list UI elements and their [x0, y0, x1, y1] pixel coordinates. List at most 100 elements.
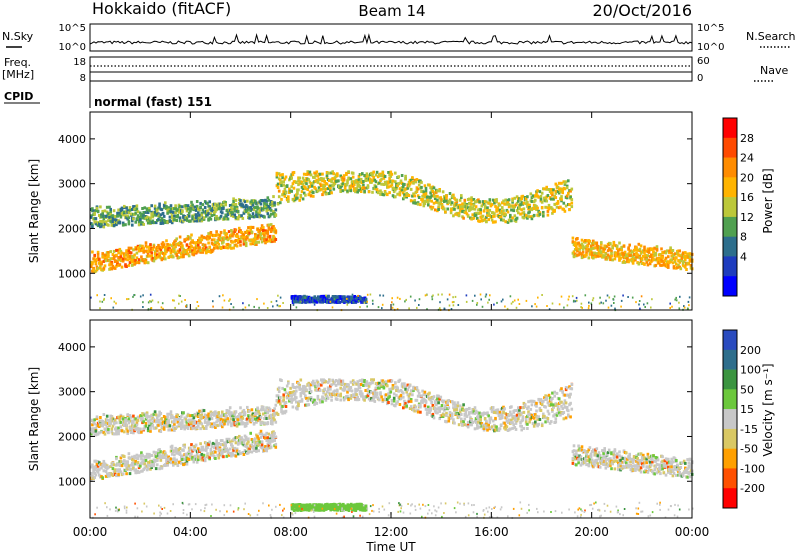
velocity-cell [313, 398, 316, 402]
velocity-cell [132, 420, 135, 424]
velocity-cell [201, 425, 205, 429]
power-cell [380, 182, 383, 186]
power-cell [200, 238, 204, 242]
power-cell [207, 241, 210, 245]
velocity-cell [137, 430, 141, 434]
velocity-cell [152, 417, 156, 421]
velocity-cell [239, 452, 242, 455]
power-cell [187, 245, 191, 249]
power-cell [174, 251, 177, 255]
velocity-cell [339, 392, 342, 396]
power-clutter-cell [218, 295, 221, 298]
velocity-cell [217, 411, 221, 415]
power-clutter-cell [580, 306, 582, 309]
power-cell [585, 253, 588, 257]
power-cell [453, 207, 456, 211]
power-cell [117, 251, 120, 255]
power-cell [522, 207, 526, 211]
power-clutter-cell [612, 298, 614, 301]
power-cell [479, 211, 482, 215]
velocity-cell [149, 418, 152, 422]
power-cell [279, 173, 282, 177]
velocity-cell [326, 388, 330, 392]
velocity-cell [187, 451, 191, 455]
power-cell [478, 200, 481, 204]
velocity-cell [105, 414, 109, 418]
power-cell [260, 236, 264, 240]
velocity-cell [280, 407, 283, 411]
power-colorbar-label: Power [dB] [761, 168, 775, 233]
velocity-cell [357, 384, 361, 388]
power-cell [174, 204, 177, 208]
power-cell [195, 200, 199, 203]
power-cell [100, 222, 103, 226]
power-clutter-cell [266, 307, 269, 309]
velocity-cell [159, 412, 163, 415]
power-cell [96, 266, 100, 270]
power-cell [111, 253, 115, 256]
power-cell [347, 170, 350, 174]
power-cell [647, 250, 651, 254]
power-cell [271, 204, 274, 208]
power-cell [482, 202, 486, 206]
power-cell [550, 197, 553, 201]
power-clutter-cell [638, 303, 640, 306]
power-cell [612, 243, 616, 247]
power-cell [260, 240, 264, 244]
power-cell [449, 202, 453, 206]
velocity-cell [307, 381, 311, 385]
velocity-cell [231, 451, 234, 455]
power-cell [200, 213, 204, 217]
power-cell [285, 184, 289, 188]
velocity-cell [296, 407, 299, 411]
power-cell [107, 254, 110, 258]
velocity-cell [165, 424, 168, 428]
power-cell [551, 191, 554, 195]
velocity-cell [181, 458, 184, 461]
velocity-cell [175, 425, 178, 429]
velocity-cell [120, 429, 124, 433]
velocity-cell [234, 454, 238, 458]
power-cell [265, 209, 268, 213]
velocity-cell [354, 398, 357, 402]
velocity-cell [134, 459, 137, 463]
power-cell [234, 239, 238, 242]
power-cell [586, 244, 589, 248]
velocity-cell [172, 463, 175, 467]
power-cell [562, 207, 566, 211]
velocity-cell [320, 383, 323, 387]
power-cell [403, 183, 406, 186]
power-cell [175, 237, 178, 241]
velocity-cell [236, 418, 240, 422]
velocity-cell [346, 390, 349, 394]
power-cell [192, 250, 196, 254]
power-cell [168, 215, 172, 219]
power-clutter-cell [185, 305, 187, 308]
velocity-cell [264, 433, 267, 437]
velocity-cell [310, 381, 314, 385]
velocity-cell [282, 398, 285, 402]
velocity-cell [156, 416, 159, 420]
velocity-cell [355, 393, 358, 397]
power-cell [611, 258, 614, 262]
power-cell [413, 178, 416, 182]
power-cell [514, 219, 518, 223]
power-cell [283, 177, 287, 181]
colorbar-swatch [723, 256, 737, 277]
power-cell [157, 243, 160, 247]
power-cell [224, 213, 227, 217]
power-cell [583, 246, 586, 250]
velocity-cell [233, 412, 237, 416]
power-cell [146, 261, 150, 265]
velocity-cell [136, 461, 140, 464]
velocity-cell [298, 383, 301, 387]
velocity-cell [343, 386, 347, 390]
power-clutter-cell [474, 294, 476, 297]
velocity-cell [123, 430, 126, 434]
power-cell [256, 215, 259, 219]
velocity-cell [174, 462, 177, 466]
power-cell [557, 191, 561, 195]
velocity-cell [343, 382, 347, 386]
power-clutter-cell [671, 305, 673, 308]
power-cell [612, 240, 616, 244]
